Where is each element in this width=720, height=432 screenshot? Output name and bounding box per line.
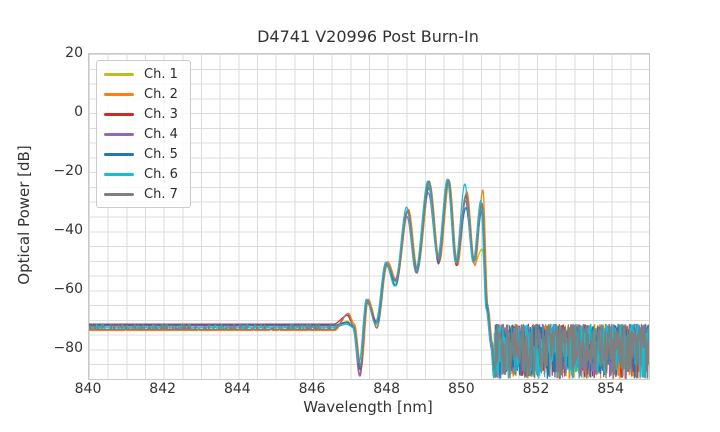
x-tick-label: 840 (74, 381, 102, 397)
legend-label: Ch. 3 (144, 106, 178, 122)
legend-item: Ch. 2 (104, 85, 190, 104)
legend-label: Ch. 1 (144, 66, 178, 82)
legend-label: Ch. 2 (144, 86, 178, 102)
legend-item: Ch. 3 (104, 105, 190, 124)
legend-item: Ch. 5 (104, 145, 190, 164)
legend-line-swatch (104, 92, 134, 96)
legend-item: Ch. 7 (104, 185, 190, 204)
legend-label: Ch. 5 (144, 146, 178, 162)
y-tick-label: 20 (65, 45, 83, 61)
x-tick-label: 850 (447, 381, 475, 397)
legend-label: Ch. 4 (144, 126, 178, 142)
legend-item: Ch. 4 (104, 125, 190, 144)
y-tick-label: −60 (53, 281, 83, 298)
x-tick-label: 852 (522, 381, 550, 397)
x-tick-label: 854 (597, 381, 625, 397)
legend-line-swatch (104, 172, 134, 176)
y-tick-label: −40 (53, 222, 83, 239)
x-tick-label: 844 (223, 381, 251, 397)
legend-line-swatch (104, 72, 134, 76)
chart-title: D4741 V20996 Post Burn-In (257, 27, 479, 46)
legend-line-swatch (104, 192, 134, 196)
x-tick-label: 846 (298, 381, 326, 397)
y-tick-label: −20 (53, 163, 83, 180)
x-tick-label: 848 (373, 381, 401, 397)
legend-line-swatch (104, 152, 134, 156)
y-tick-label: 0 (74, 104, 83, 121)
y-axis-label: Optical Power [dB] (15, 145, 33, 285)
x-tick-label: 842 (149, 381, 177, 397)
legend: Ch. 1 Ch. 2 Ch. 3 Ch. 4 Ch. 5 Ch. 6 Ch. 7 (96, 60, 191, 208)
legend-line-swatch (104, 132, 134, 136)
legend-item: Ch. 1 (104, 65, 190, 84)
plot-area: Ch. 1 Ch. 2 Ch. 3 Ch. 4 Ch. 5 Ch. 6 Ch. 7 (88, 53, 650, 380)
legend-label: Ch. 7 (144, 186, 178, 202)
legend-line-swatch (104, 112, 134, 116)
y-tick-label: −80 (53, 340, 83, 357)
x-axis-label: Wavelength [nm] (303, 398, 433, 416)
legend-label: Ch. 6 (144, 166, 178, 182)
legend-item: Ch. 6 (104, 165, 190, 184)
